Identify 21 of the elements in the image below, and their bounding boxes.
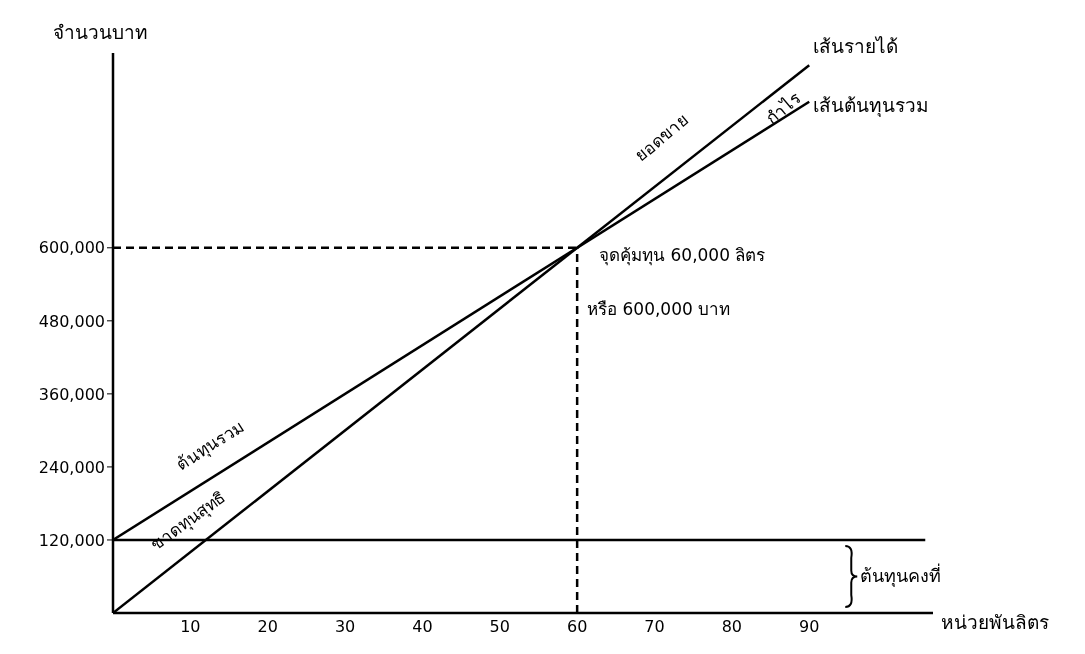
series-label: เส้นรายได้ [813,35,899,58]
x-tick-label: 10 [180,617,201,637]
y-tick-label: 120,000 [38,530,105,550]
annotation: หรือ 600,000 บาท [587,298,731,319]
y-tick-label: 360,000 [38,384,105,404]
annotation: จุดคุ้มทุน 60,000 ลิตร [599,244,766,266]
series-label: เส้นต้นทุนรวม [813,93,930,118]
x-tick-label: 90 [799,617,820,637]
x-tick-label: 70 [644,617,665,637]
x-tick-label: 40 [412,617,433,637]
x-tick-label: 30 [334,617,356,637]
y-tick-label: 480,000 [38,311,105,331]
series-label: ต้นทุนคงที่ [860,563,942,588]
y-axis-title: จำนวนบาท [53,21,148,43]
y-tick-label: 600,000 [38,238,105,258]
x-tick-label: 60 [566,617,588,637]
x-axis-title: หน่วยพันลิตร [941,610,1049,633]
x-tick-label: 20 [257,617,278,637]
y-tick-label: 240,000 [38,457,105,477]
x-tick-label: 50 [489,617,510,637]
x-tick-label: 80 [721,617,743,637]
